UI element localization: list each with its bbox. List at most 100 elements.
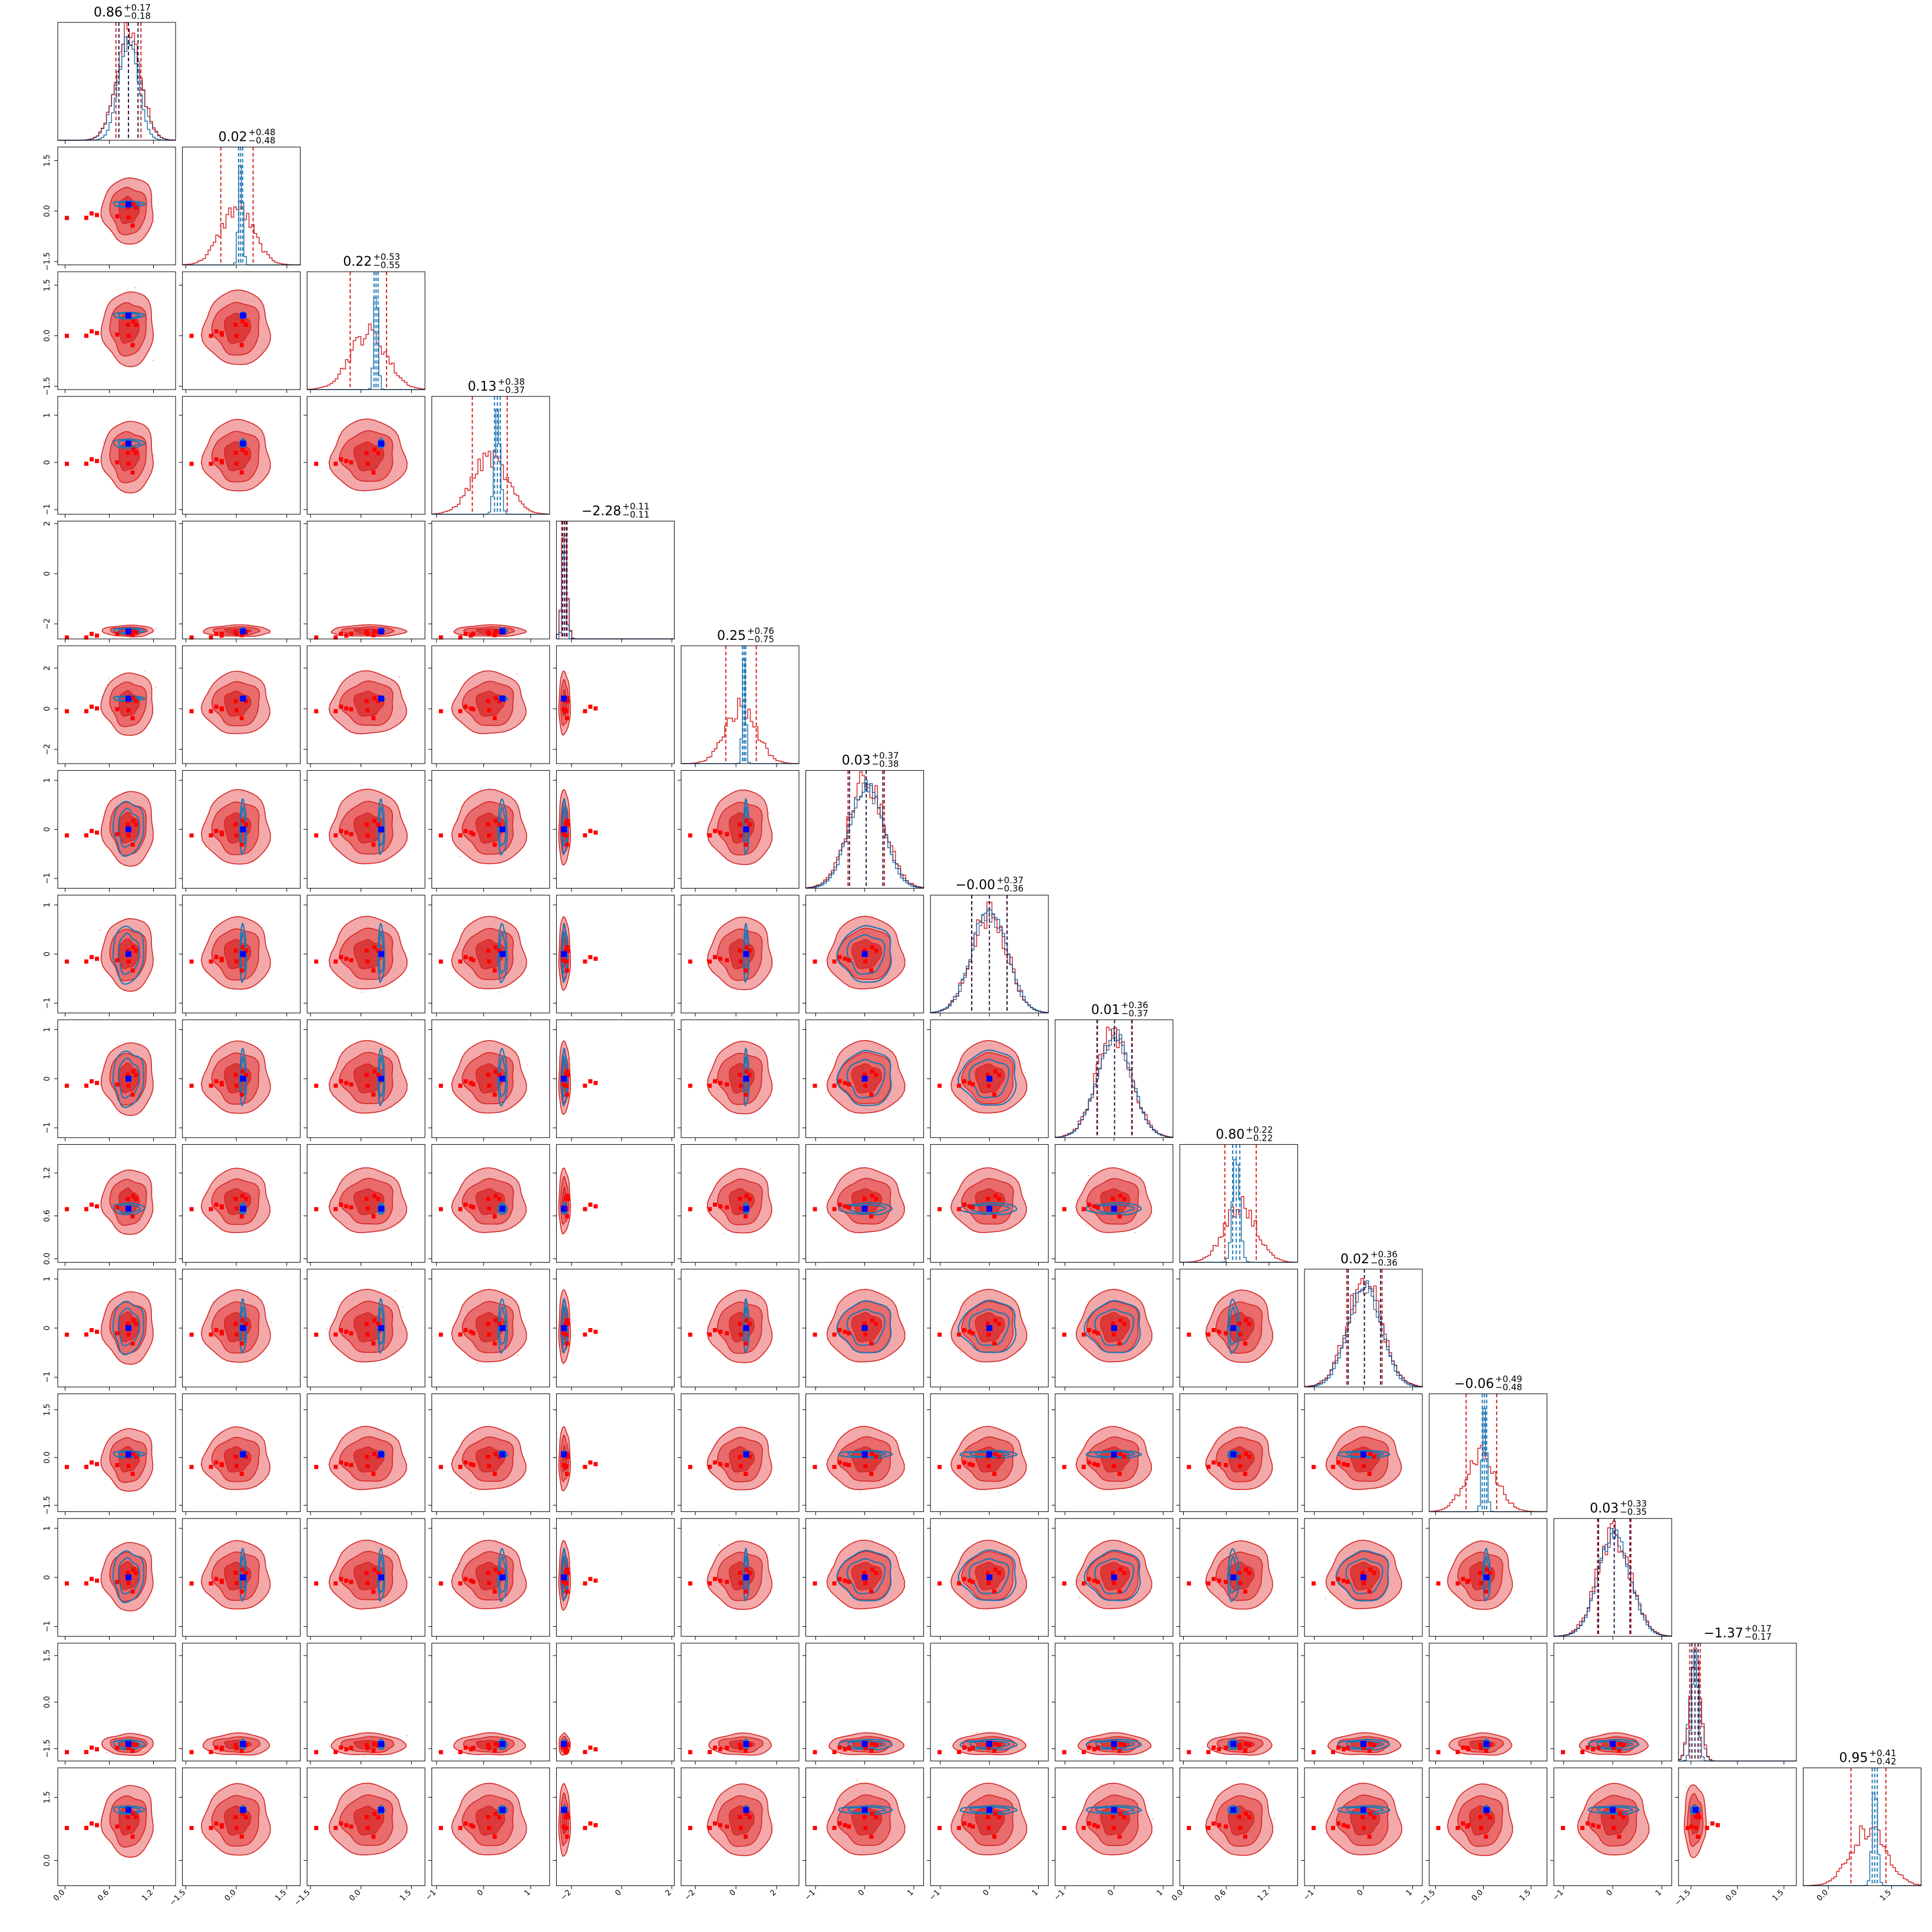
- outlier-square: [744, 1341, 748, 1346]
- outlier-square: [1111, 1332, 1116, 1337]
- truth-marker: [126, 1075, 131, 1082]
- outlier-square: [837, 955, 842, 959]
- outlier-square: [992, 1834, 997, 1839]
- outlier-square: [744, 1194, 749, 1198]
- outlier-square: [376, 1571, 381, 1576]
- truth-marker: [561, 951, 567, 957]
- outlier-square: [1345, 1746, 1350, 1750]
- y-tick-label: 1: [43, 1526, 52, 1531]
- pair-panel: −1.5 0.0 1.5: [43, 271, 176, 395]
- outlier-square: [725, 1746, 729, 1750]
- outlier-square: [1478, 1743, 1482, 1748]
- outlier-square: [497, 1072, 501, 1077]
- marginal-title-plus: +0.53: [373, 252, 400, 262]
- panel-frame: [57, 1767, 176, 1886]
- outlier-square: [458, 833, 463, 838]
- outlier-square: [239, 1341, 244, 1346]
- sample-dot: [1100, 1784, 1102, 1786]
- outlier-square: [364, 1815, 369, 1819]
- outlier-square: [564, 1589, 569, 1594]
- blue-contour-outer: [1227, 1548, 1240, 1603]
- outlier-square: [486, 1322, 490, 1326]
- outlier-square: [986, 1084, 991, 1088]
- outlier-square: [985, 1322, 990, 1326]
- marginal-title-minus: −0.55: [373, 260, 400, 270]
- outlier-square: [220, 1082, 224, 1086]
- outlier-square: [985, 1570, 990, 1575]
- panel-frame: [182, 1393, 301, 1512]
- pair-panel: [303, 1269, 425, 1391]
- panel-background: [1180, 1144, 1298, 1263]
- outlier-square: [468, 1823, 473, 1828]
- x-tick-label: 0: [857, 1888, 866, 1898]
- outlier-square: [493, 1742, 498, 1746]
- outlier-square: [90, 1328, 94, 1332]
- outlier-square: [843, 1081, 847, 1085]
- outlier-square: [486, 948, 490, 953]
- pair-panel: [802, 1019, 924, 1141]
- outlier-square: [708, 959, 712, 964]
- outlier-square: [126, 333, 131, 338]
- sample-dot: [1088, 1174, 1089, 1177]
- outlier-square: [1086, 1577, 1091, 1581]
- marginal-title-plus: +0.37: [996, 875, 1023, 886]
- outlier-square: [126, 215, 131, 220]
- truth-marker: [240, 1075, 246, 1082]
- outlier-square: [688, 833, 692, 838]
- blue-contour-outer: [112, 801, 145, 857]
- outlier-square: [344, 458, 349, 463]
- outlier-square: [344, 1747, 349, 1752]
- outlier-square: [738, 1581, 743, 1586]
- blue-contour-outer: [377, 1048, 385, 1107]
- outlier-square: [84, 216, 88, 220]
- outlier-square: [220, 1205, 224, 1210]
- outlier-square: [562, 1746, 566, 1750]
- outlier-square: [115, 707, 120, 712]
- outlier-square: [244, 1322, 248, 1326]
- outlier-square: [869, 1472, 874, 1476]
- panel-frame: [306, 520, 425, 639]
- x-tick-label: −1: [803, 1888, 817, 1903]
- blue-contour-outer: [1084, 1549, 1141, 1601]
- marginal-title-value: 0.03: [842, 754, 871, 768]
- outlier-square: [84, 635, 88, 640]
- outlier-square: [970, 1746, 975, 1750]
- marginal-title-minus: −0.22: [1246, 1132, 1273, 1143]
- blue-contour-outer: [836, 924, 892, 983]
- outlier-square: [1118, 1194, 1123, 1198]
- outlier-square: [189, 1084, 194, 1088]
- truth-marker: [240, 826, 246, 833]
- outlier-square: [240, 319, 245, 323]
- outlier-square: [493, 843, 497, 847]
- x-tick-label: −1: [928, 1888, 942, 1903]
- outlier-square: [131, 1318, 136, 1323]
- outlier-square: [468, 633, 473, 638]
- sample-dot: [139, 1732, 141, 1734]
- outlier-square: [126, 1332, 131, 1337]
- marginal-panel: 0.02 +0.36−0.36: [1304, 1249, 1423, 1391]
- outlier-square: [233, 1815, 238, 1819]
- blue-contour-inner: [498, 1056, 507, 1098]
- outlier-square: [813, 1465, 817, 1469]
- pair-panel: [428, 1393, 550, 1515]
- outlier-square: [725, 1463, 729, 1467]
- outlier-square: [713, 1821, 717, 1826]
- outlier-square: [870, 1069, 874, 1074]
- truth-marker: [861, 1075, 868, 1082]
- outlier-square: [240, 1811, 245, 1816]
- truth-marker: [561, 1741, 567, 1747]
- outlier-square: [688, 1332, 692, 1337]
- outlier-square: [234, 1332, 239, 1337]
- truth-marker: [126, 201, 131, 207]
- outlier-square: [993, 1318, 998, 1323]
- sample-dot: [103, 441, 104, 443]
- outlier-square: [874, 1322, 879, 1326]
- outlier-square: [90, 1821, 94, 1826]
- outlier-square: [564, 968, 569, 973]
- outlier-square: [220, 332, 224, 337]
- panel-frame: [431, 645, 550, 764]
- outlier-square: [463, 1745, 468, 1750]
- outlier-square: [1224, 1580, 1228, 1584]
- outlier-square: [314, 959, 319, 964]
- outlier-square: [438, 959, 443, 964]
